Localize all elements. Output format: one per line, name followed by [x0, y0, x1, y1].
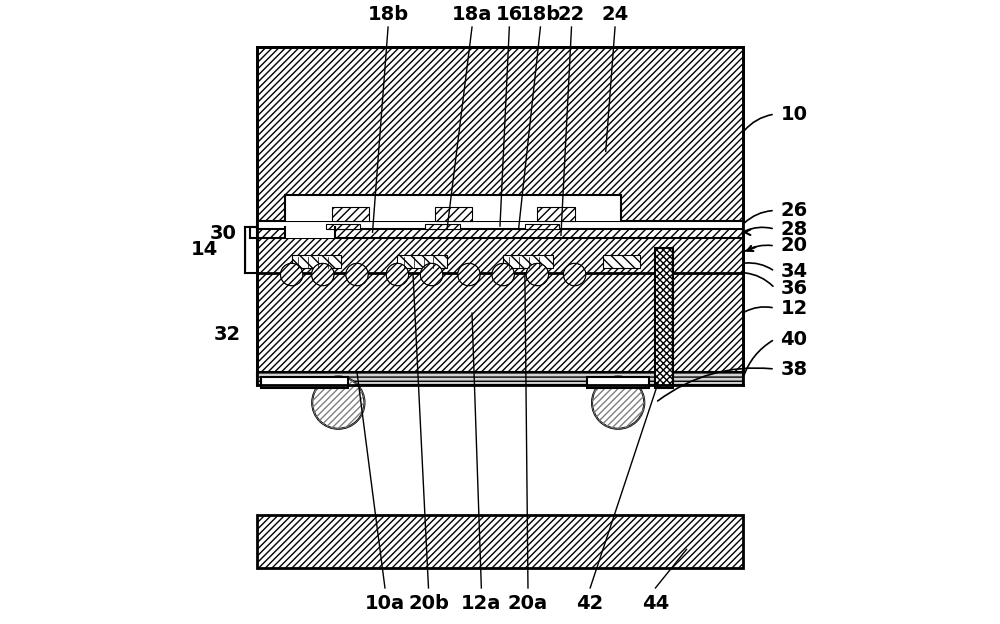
Bar: [525, 223, 559, 228]
Bar: [435, 207, 472, 221]
Bar: [257, 372, 743, 384]
Text: 20: 20: [780, 236, 807, 255]
Bar: [503, 255, 553, 268]
Circle shape: [420, 263, 443, 286]
Bar: [261, 376, 348, 388]
Bar: [285, 196, 621, 221]
Bar: [397, 255, 447, 268]
Text: 30: 30: [210, 224, 237, 243]
Text: 32: 32: [214, 325, 241, 344]
Text: 44: 44: [642, 594, 669, 613]
Text: 14: 14: [191, 240, 218, 259]
Text: 34: 34: [780, 262, 808, 281]
Circle shape: [312, 376, 364, 429]
Bar: [537, 207, 575, 221]
Text: 18b: 18b: [520, 5, 561, 24]
Bar: [285, 227, 335, 238]
Text: 18a: 18a: [452, 5, 492, 24]
Text: 42: 42: [577, 594, 604, 613]
Text: 20b: 20b: [408, 594, 449, 613]
Bar: [257, 515, 743, 568]
Bar: [326, 223, 360, 228]
Bar: [292, 255, 341, 268]
Circle shape: [458, 263, 480, 286]
Text: 24: 24: [601, 5, 629, 24]
Text: 12a: 12a: [461, 594, 502, 613]
Bar: [425, 223, 460, 228]
Bar: [257, 47, 743, 221]
Circle shape: [592, 376, 644, 429]
Text: 12: 12: [780, 299, 808, 318]
Bar: [655, 248, 673, 388]
Circle shape: [386, 263, 409, 286]
Text: 10: 10: [780, 105, 807, 124]
Bar: [257, 227, 743, 238]
Bar: [603, 255, 640, 268]
Text: 20a: 20a: [508, 594, 548, 613]
Text: 16: 16: [496, 5, 523, 24]
Text: 10a: 10a: [365, 594, 405, 613]
Circle shape: [346, 263, 368, 286]
Circle shape: [312, 263, 334, 286]
Bar: [257, 251, 655, 372]
Circle shape: [563, 263, 586, 286]
Circle shape: [526, 263, 549, 286]
Text: 22: 22: [558, 5, 585, 24]
Bar: [587, 376, 649, 388]
Circle shape: [280, 263, 303, 286]
Text: 36: 36: [780, 279, 808, 298]
Text: 40: 40: [780, 329, 807, 349]
Circle shape: [492, 263, 514, 286]
Bar: [332, 207, 369, 221]
Text: 26: 26: [780, 201, 808, 220]
Bar: [257, 221, 743, 228]
Text: 38: 38: [780, 359, 808, 379]
Bar: [257, 235, 743, 273]
Text: 28: 28: [780, 220, 808, 238]
Bar: [655, 251, 743, 372]
Text: 18b: 18b: [368, 5, 409, 24]
